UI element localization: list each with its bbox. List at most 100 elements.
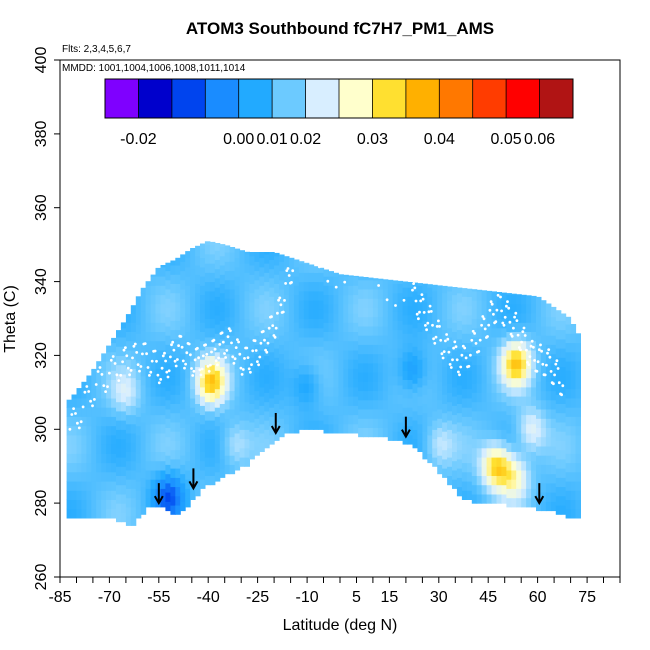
heat-cell: [526, 414, 532, 425]
heat-cell: [209, 438, 216, 449]
heat-cell: [125, 340, 132, 351]
heat-cell: [170, 412, 176, 423]
track-point: [223, 352, 226, 355]
heat-cell: [536, 390, 542, 401]
heat-cell: [244, 318, 250, 329]
heat-cell: [318, 290, 325, 301]
heat-cell: [229, 298, 236, 308]
heat-cell: [560, 357, 567, 368]
heat-cell: [135, 481, 142, 491]
track-point: [199, 373, 203, 377]
heat-cell: [165, 344, 171, 355]
heat-cell: [555, 348, 562, 358]
heat-cell: [101, 508, 107, 519]
heat-cell: [160, 423, 166, 434]
heat-cell: [274, 394, 280, 404]
track-point: [263, 338, 266, 342]
heat-cell: [506, 451, 512, 462]
heat-cell: [125, 349, 132, 360]
track-point: [81, 405, 85, 409]
heat-cell: [372, 381, 379, 392]
heat-cell: [570, 388, 577, 399]
heat-cell: [452, 359, 458, 369]
heat-cell: [550, 501, 557, 512]
heat-cell: [531, 433, 537, 443]
heat-cell: [170, 486, 176, 497]
track-point: [232, 361, 236, 365]
heat-cell: [180, 482, 186, 493]
heat-cell: [545, 436, 552, 447]
heat-cell: [536, 372, 542, 382]
heat-cell: [511, 405, 517, 416]
heat-cell: [150, 340, 157, 351]
heat-cell: [165, 362, 171, 373]
heat-cell: [185, 497, 191, 508]
heat-cell: [125, 386, 132, 397]
heat-cell: [442, 285, 448, 294]
track-point: [539, 343, 542, 347]
heat-cell: [501, 484, 507, 495]
heat-cell: [264, 252, 270, 255]
heat-cell: [244, 420, 250, 430]
heat-cell: [358, 427, 364, 438]
heat-cell: [432, 447, 438, 458]
heat-cell: [170, 477, 176, 488]
heat-cell: [106, 490, 112, 500]
heat-cell: [165, 436, 171, 447]
heat-cell: [511, 442, 517, 452]
heat-cell: [377, 325, 384, 336]
heat-cell: [392, 348, 399, 358]
heat-cell: [125, 377, 132, 388]
heat-cell: [175, 283, 181, 294]
heat-cell: [111, 471, 117, 482]
heat-cell: [204, 281, 211, 292]
heat-cell: [298, 401, 305, 412]
track-point: [217, 356, 221, 360]
heat-cell: [111, 416, 117, 427]
x-tick-label: 75: [578, 589, 596, 606]
track-point: [494, 320, 498, 324]
heat-cell: [338, 303, 344, 314]
heat-cell: [224, 464, 231, 475]
heat-cell: [239, 309, 245, 320]
heat-cell: [200, 479, 206, 489]
heat-cell: [116, 447, 122, 458]
heat-cell: [180, 501, 186, 512]
track-point: [148, 374, 151, 377]
heat-cell: [259, 396, 265, 406]
heat-cell: [531, 313, 537, 323]
heat-cell: [516, 349, 522, 360]
heat-cell: [96, 361, 102, 371]
heat-cell: [130, 442, 137, 452]
heat-cell: [407, 351, 413, 362]
heat-cell: [308, 420, 315, 430]
heat-cell: [486, 484, 493, 495]
heat-cell: [526, 322, 532, 332]
heat-cell: [545, 473, 552, 484]
track-point: [464, 356, 468, 360]
heat-cell: [101, 353, 107, 362]
heat-cell: [229, 252, 236, 262]
heat-cell: [111, 499, 117, 510]
track-point: [528, 355, 532, 358]
heat-cell: [244, 251, 250, 255]
heat-cell: [565, 333, 572, 344]
heat-cell: [550, 492, 557, 502]
heat-cell: [372, 353, 379, 364]
heat-cell: [279, 261, 285, 272]
heat-cell: [387, 366, 394, 377]
heat-cell: [318, 300, 325, 310]
heat-cell: [135, 453, 142, 464]
heat-cell: [531, 396, 537, 406]
heat-cell: [397, 283, 404, 294]
heat-cell: [461, 444, 468, 454]
heat-cell: [76, 416, 82, 427]
heat-cell: [526, 386, 532, 397]
heat-cell: [234, 386, 241, 397]
heat-cell: [526, 377, 532, 388]
heat-cell: [570, 471, 577, 482]
heat-cell: [348, 423, 354, 434]
heat-cell: [363, 390, 369, 401]
heat-cell: [432, 392, 438, 403]
heat-cell: [200, 243, 206, 249]
